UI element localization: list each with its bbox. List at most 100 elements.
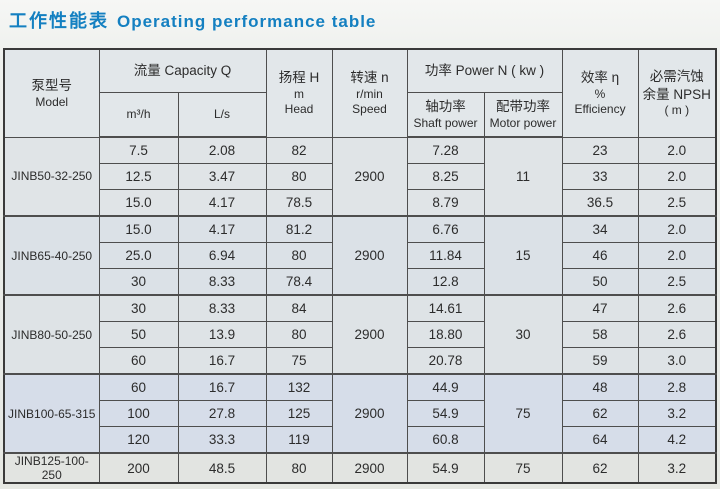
shaft-power-cell: 12.8: [406, 268, 485, 296]
head-cell: 119: [265, 426, 333, 454]
head-cell: 80: [265, 163, 333, 190]
flow-m3h-cell: 50: [98, 321, 179, 348]
motor-power-cell: 11: [483, 136, 563, 217]
motor-power-cell: 75: [483, 373, 563, 454]
efficiency-cell: 59: [561, 347, 639, 375]
flow-ls-cell: 8.33: [177, 294, 267, 322]
shaft-power-cell: 18.80: [406, 321, 485, 348]
flow-m3h-cell: 60: [98, 347, 179, 375]
header-head-en: Head: [284, 102, 314, 117]
header-shaft-power: 轴功率 Shaft power: [406, 92, 485, 138]
header-head: 扬程 H m Head: [265, 48, 333, 138]
page-title-en: Operating performance table: [117, 12, 377, 31]
flow-m3h-cell: 60: [98, 373, 179, 401]
head-cell: 80: [265, 452, 333, 484]
flow-ls-cell: 16.7: [177, 347, 267, 375]
header-efficiency: 效率 η % Efficiency: [561, 48, 639, 138]
shaft-power-cell: 6.76: [406, 215, 485, 243]
efficiency-cell: 34: [561, 215, 639, 243]
page-title: 工作性能表 Operating performance table: [9, 7, 376, 33]
efficiency-cell: 48: [561, 373, 639, 401]
header-power-label: 功率 Power N ( kw ): [424, 63, 545, 79]
header-ls: L/s: [177, 92, 267, 138]
header-m3h: m³/h: [98, 92, 179, 138]
flow-ls-cell: 48.5: [177, 452, 267, 484]
shaft-power-cell: 44.9: [406, 373, 485, 401]
model-cell: JINB80-50-250: [3, 294, 100, 375]
flow-m3h-cell: 25.0: [98, 242, 179, 269]
header-efficiency-en: Efficiency: [574, 102, 626, 117]
npsh-cell: 2.8: [637, 373, 717, 401]
efficiency-cell: 36.5: [561, 189, 639, 217]
shaft-power-cell: 8.79: [406, 189, 485, 217]
flow-m3h-cell: 15.0: [98, 215, 179, 243]
efficiency-cell: 46: [561, 242, 639, 269]
header-shaft-zh: 轴功率: [425, 99, 466, 115]
flow-m3h-cell: 15.0: [98, 189, 179, 217]
motor-power-cell: 30: [483, 294, 563, 375]
header-npsh-zh1: 必需汽蚀: [649, 69, 704, 85]
header-motor-en: Motor power: [489, 115, 557, 130]
header-efficiency-unit: %: [594, 87, 606, 102]
header-motor-power: 配带功率 Motor power: [483, 92, 563, 138]
header-head-zh: 扬程 H: [278, 70, 320, 86]
efficiency-cell: 33: [561, 163, 639, 190]
header-motor-zh: 配带功率: [496, 99, 550, 115]
speed-cell: 2900: [331, 215, 408, 296]
header-speed: 转速 n r/min Speed: [331, 48, 408, 138]
efficiency-cell: 58: [561, 321, 639, 348]
speed-cell: 2900: [331, 136, 408, 217]
head-cell: 75: [265, 347, 333, 375]
shaft-power-cell: 8.25: [406, 163, 485, 190]
head-cell: 80: [265, 321, 333, 348]
npsh-cell: 4.2: [637, 426, 717, 454]
speed-cell: 2900: [331, 452, 408, 484]
header-m3h-label: m³/h: [126, 107, 151, 121]
header-speed-unit: r/min: [356, 87, 383, 102]
flow-ls-cell: 13.9: [177, 321, 267, 348]
header-npsh-zh2: 余量 NPSH: [642, 86, 711, 102]
shaft-power-cell: 60.8: [406, 426, 485, 454]
header-capacity: 流量 Capacity Q: [98, 48, 267, 93]
efficiency-cell: 47: [561, 294, 639, 322]
header-shaft-en: Shaft power: [413, 115, 478, 130]
speed-cell: 2900: [331, 294, 408, 375]
flow-ls-cell: 6.94: [177, 242, 267, 269]
npsh-cell: 2.0: [637, 242, 717, 269]
header-power: 功率 Power N ( kw ): [406, 48, 563, 93]
shaft-power-cell: 54.9: [406, 400, 485, 427]
npsh-cell: 2.0: [637, 163, 717, 190]
head-cell: 82: [265, 136, 333, 164]
npsh-cell: 3.2: [637, 452, 717, 484]
flow-ls-cell: 27.8: [177, 400, 267, 427]
head-cell: 84: [265, 294, 333, 322]
model-cell: JINB125-100-250: [3, 452, 100, 484]
flow-m3h-cell: 100: [98, 400, 179, 427]
model-cell: JINB50-32-250: [3, 136, 100, 217]
flow-m3h-cell: 30: [98, 268, 179, 296]
npsh-cell: 2.6: [637, 321, 717, 348]
flow-ls-cell: 2.08: [177, 136, 267, 164]
header-capacity-label: 流量 Capacity Q: [133, 63, 232, 79]
efficiency-cell: 62: [561, 400, 639, 427]
shaft-power-cell: 11.84: [406, 242, 485, 269]
flow-m3h-cell: 7.5: [98, 136, 179, 164]
npsh-cell: 3.2: [637, 400, 717, 427]
header-efficiency-zh: 效率 η: [580, 70, 620, 86]
model-cell: JINB65-40-250: [3, 215, 100, 296]
npsh-cell: 2.5: [637, 189, 717, 217]
shaft-power-cell: 54.9: [406, 452, 485, 484]
header-model-zh: 泵型号: [31, 77, 73, 93]
flow-m3h-cell: 12.5: [98, 163, 179, 190]
head-cell: 132: [265, 373, 333, 401]
header-npsh-unit: ( m ): [664, 103, 690, 118]
motor-power-cell: 75: [483, 452, 563, 484]
flow-ls-cell: 4.17: [177, 189, 267, 217]
header-speed-en: Speed: [352, 102, 387, 117]
npsh-cell: 2.5: [637, 268, 717, 296]
head-cell: 125: [265, 400, 333, 427]
shaft-power-cell: 20.78: [406, 347, 485, 375]
head-cell: 81.2: [265, 215, 333, 243]
flow-ls-cell: 4.17: [177, 215, 267, 243]
